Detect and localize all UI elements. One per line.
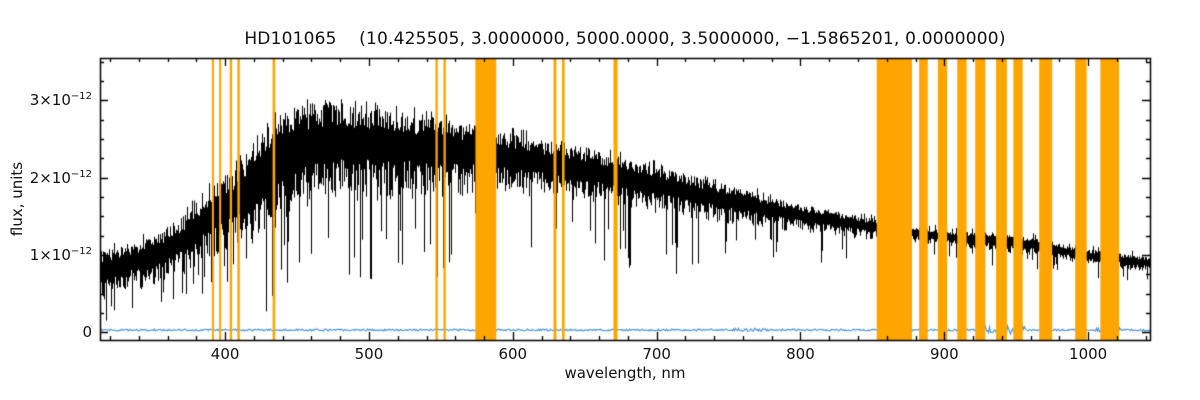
y-tick-label: 0 bbox=[6, 323, 92, 341]
y-tick-mantissa: 1×10 bbox=[29, 246, 71, 264]
x-tick-label: 400 bbox=[210, 345, 240, 363]
chart-title: HD101065 (10.425505, 3.0000000, 5000.000… bbox=[244, 29, 1006, 49]
y-tick-label: 3×10−12 bbox=[6, 91, 92, 109]
x-tick-label: 500 bbox=[354, 345, 384, 363]
x-tick-label: 700 bbox=[642, 345, 671, 363]
y-tick-exponent: −12 bbox=[70, 91, 92, 103]
x-tick-label: 1000 bbox=[1069, 345, 1108, 363]
y-tick-label: 1×10−12 bbox=[6, 246, 92, 264]
y-tick-mantissa: 3×10 bbox=[29, 91, 71, 110]
x-axis-label: wavelength, nm bbox=[564, 364, 686, 382]
y-tick-mantissa: 2×10 bbox=[29, 168, 71, 187]
y-tick-exponent: −12 bbox=[70, 246, 92, 257]
x-tick-label: 600 bbox=[498, 345, 528, 363]
y-tick-exponent: −12 bbox=[70, 168, 92, 180]
x-tick-label: 800 bbox=[786, 345, 815, 363]
y-tick-label: 2×10−12 bbox=[6, 169, 92, 187]
y-tick-mantissa: 0 bbox=[82, 323, 92, 342]
x-tick-label: 900 bbox=[929, 345, 959, 363]
